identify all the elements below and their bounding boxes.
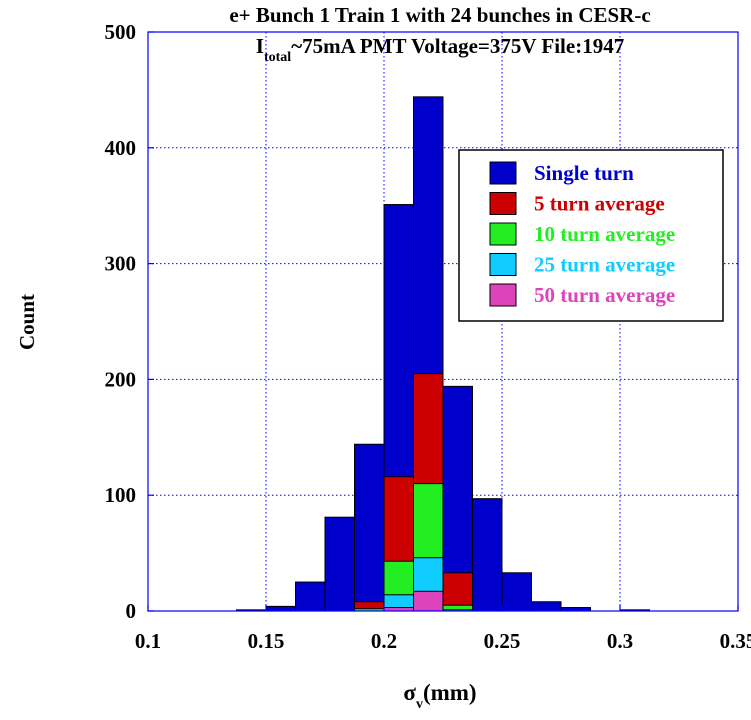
chart-title-line1: e+ Bunch 1 Train 1 with 24 bunches in CE… xyxy=(229,3,650,27)
x-tick-label: 0.35 xyxy=(720,629,751,653)
legend-swatch xyxy=(489,253,517,276)
bar-single-turn xyxy=(501,572,532,612)
legend-label: 25 turn average xyxy=(534,253,675,277)
y-axis-label: Count xyxy=(15,294,39,350)
y-tick-label: 0 xyxy=(126,599,137,623)
y-tick-label: 400 xyxy=(105,136,137,160)
bar-single-turn xyxy=(472,498,503,612)
legend-label: Single turn xyxy=(534,161,634,185)
legend-swatch xyxy=(489,192,517,215)
legend-label: 5 turn average xyxy=(534,192,665,216)
bar-single-turn xyxy=(265,605,296,612)
legend-label: 10 turn average xyxy=(534,222,675,246)
bar-single-turn xyxy=(354,443,385,612)
y-tick-label: 300 xyxy=(105,252,137,276)
x-tick-label: 0.15 xyxy=(248,629,285,653)
legend: Single turn 5 turn average 10 turn average… xyxy=(458,149,724,322)
plot-border xyxy=(147,31,739,612)
x-tick-label: 0.1 xyxy=(135,629,161,653)
y-tick-labels: 0 100 200 300 400 500 xyxy=(105,20,137,623)
y-tick-label: 500 xyxy=(105,20,137,44)
histogram-bars xyxy=(236,96,650,612)
y-tick-label: 100 xyxy=(105,483,137,507)
legend-swatch xyxy=(489,222,517,246)
x-tick-labels: 0.1 0.15 0.2 0.25 0.3 0.35 xyxy=(135,629,751,653)
x-axis-label: σv(mm) xyxy=(403,680,476,712)
bar-single-turn xyxy=(295,581,326,612)
x-tick-label: 0.2 xyxy=(371,629,397,653)
legend-label: 50 turn average xyxy=(534,283,675,307)
bar-single-turn xyxy=(324,516,355,612)
plot-frame xyxy=(147,31,739,612)
x-tick-label: 0.3 xyxy=(607,629,633,653)
legend-swatch xyxy=(489,161,517,185)
x-tick-label: 0.25 xyxy=(484,629,521,653)
bar-50-turn-average xyxy=(413,590,444,612)
y-tick-label: 200 xyxy=(105,367,137,391)
legend-swatch xyxy=(489,283,517,307)
bar-single-turn xyxy=(531,601,562,612)
chart-title-line2: Itotal~75mA PMT Voltage=375V File:1947 xyxy=(256,34,624,65)
